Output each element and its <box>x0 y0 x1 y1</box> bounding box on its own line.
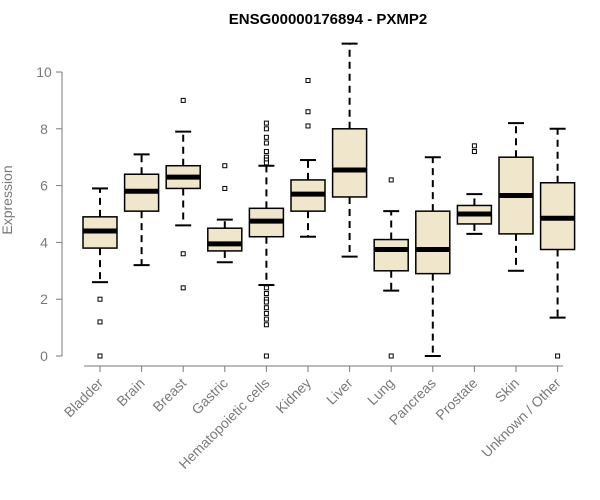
outlier-point <box>97 296 103 302</box>
box-group <box>331 42 368 258</box>
outlier-point <box>305 78 311 84</box>
outlier-point <box>97 319 103 325</box>
outlier-point <box>471 149 477 155</box>
outlier-point <box>263 322 269 328</box>
box-group <box>207 163 243 264</box>
box-group <box>165 97 201 291</box>
box-iqr <box>207 227 243 252</box>
y-tick-label: 4 <box>40 234 48 250</box>
box-group <box>498 122 534 272</box>
outlier-point <box>471 143 477 149</box>
outlier-point <box>263 120 269 126</box>
y-tick-label: 10 <box>36 64 52 80</box>
outlier-point <box>263 353 269 359</box>
outlier-point <box>180 285 186 291</box>
y-tick-label: 6 <box>40 178 48 194</box>
x-tick-label: Prostate <box>432 375 480 423</box>
x-tick-label: Skin <box>492 375 523 406</box>
outlier-point <box>222 185 228 191</box>
outlier-point <box>263 126 269 132</box>
box-series <box>82 42 576 359</box>
outlier-point <box>263 140 269 146</box>
outlier-point <box>97 353 103 359</box>
outlier-point <box>555 353 561 359</box>
y-tick-label: 2 <box>40 291 48 307</box>
outlier-point <box>263 285 269 291</box>
outlier-point <box>263 134 269 140</box>
outlier-point <box>305 123 311 129</box>
box-group <box>248 120 285 359</box>
outlier-point <box>180 251 186 257</box>
box-iqr <box>415 210 451 275</box>
x-tick-label: Kidney <box>273 375 315 417</box>
outlier-point <box>263 160 269 166</box>
box-group <box>290 78 326 238</box>
x-tick-label: Bladder <box>61 375 107 421</box>
x-tick-label: Lung <box>364 375 397 408</box>
outlier-point <box>388 177 394 183</box>
y-axis-label: Expression <box>0 165 15 234</box>
box-group <box>539 127 576 359</box>
outlier-point <box>222 163 228 169</box>
outlier-point <box>305 109 311 115</box>
outlier-point <box>263 291 269 297</box>
x-tick-label: Unknown / Other <box>478 375 564 461</box>
chart-title: ENSG00000176894 - PXMP2 <box>229 11 427 28</box>
box-group <box>456 143 493 235</box>
box-group <box>415 156 451 357</box>
box-group <box>373 177 409 359</box>
x-tick-label: Breast <box>149 375 189 415</box>
box-iqr <box>331 128 368 198</box>
outlier-point <box>388 353 394 359</box>
y-tick-label: 8 <box>40 121 48 137</box>
outlier-point <box>263 149 269 155</box>
y-tick-label: 0 <box>40 348 48 364</box>
box-group <box>82 187 118 359</box>
outlier-point <box>263 299 269 305</box>
x-tick-label: Liver <box>323 375 356 408</box>
outlier-point <box>180 97 186 103</box>
box-iqr <box>373 238 409 272</box>
outlier-point <box>263 316 269 322</box>
box-group <box>123 153 160 267</box>
outlier-point <box>263 310 269 316</box>
x-tick-label: Brain <box>113 375 147 409</box>
outlier-point <box>263 305 269 311</box>
y-axis-ticks: 0 2 4 6 8 10 <box>36 64 62 364</box>
